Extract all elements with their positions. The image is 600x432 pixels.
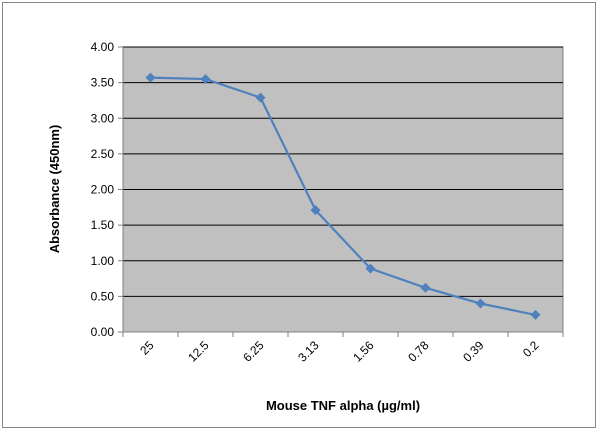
y-tick-label: 2.00	[91, 183, 115, 197]
x-tick-label: 0.78	[405, 338, 432, 365]
x-tick-label: 3.13	[295, 338, 322, 365]
data-point-marker	[475, 298, 486, 309]
x-tick-label: 1.56	[350, 338, 377, 365]
data-point-marker	[420, 282, 431, 293]
y-tick-label: 0.50	[91, 289, 115, 303]
y-tick-label: 4.00	[91, 40, 115, 54]
x-tick-label: 6.25	[240, 338, 267, 365]
data-point-marker	[365, 263, 376, 274]
y-tick-label: 1.50	[91, 218, 115, 232]
data-point-marker	[145, 72, 156, 83]
x-tick-label: 12.5	[185, 338, 212, 365]
series-line	[150, 76, 536, 316]
x-tick-label: 25	[137, 338, 157, 358]
y-axis-label: Absorbance (450nm)	[47, 125, 62, 254]
data-point-marker	[310, 205, 321, 216]
x-tick-label: 0.2	[520, 338, 542, 360]
y-tick-label: 1.00	[91, 254, 115, 268]
x-tick-label: 0.39	[460, 338, 487, 365]
data-point-marker	[530, 309, 541, 320]
x-axis-label: Mouse TNF alpha (µg/ml)	[266, 398, 420, 413]
data-point-marker	[255, 92, 266, 103]
y-tick-label: 3.00	[91, 111, 115, 125]
y-tick-label: 0.00	[91, 325, 115, 339]
y-tick-label: 3.50	[91, 76, 115, 90]
data-point-marker	[200, 74, 211, 85]
y-tick-label: 2.50	[91, 147, 115, 161]
